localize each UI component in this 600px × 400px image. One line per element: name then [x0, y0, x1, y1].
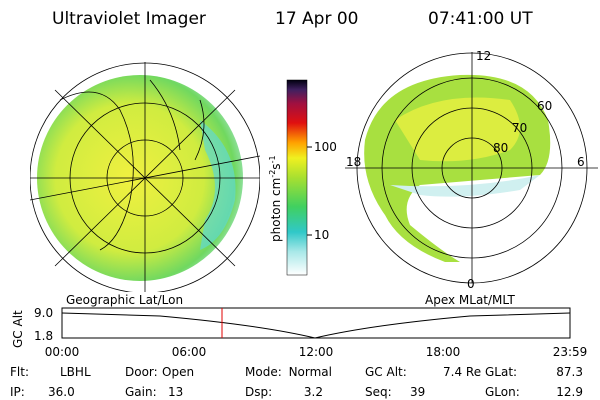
lat-label: 80 [493, 141, 508, 155]
unit-exp: -1 [268, 155, 277, 163]
mlt-label: 18 [346, 155, 361, 169]
field-value: 87.3 [556, 365, 583, 379]
auroral-edge [390, 175, 540, 197]
timeline-x-label: 00:00 [45, 345, 80, 359]
altitude-curve [61, 312, 571, 339]
colorbar-scale [286, 79, 308, 276]
colorbar-label: photon cm-2s-1 [268, 155, 283, 242]
field-value: 12.9 [556, 385, 583, 399]
timeline-y-label: 9.0 [34, 306, 53, 320]
colorbar-tick-label: 100 [314, 140, 337, 154]
unit: s [269, 163, 283, 169]
colorbar: 100 10 photon cm-2s-1 [268, 79, 337, 276]
colorbar-tick-label: 10 [314, 228, 329, 242]
field-value: 13 [168, 385, 183, 399]
timeline-box [61, 307, 571, 339]
lat-label: 60 [537, 99, 552, 113]
field-label: GLat: [485, 365, 517, 379]
timeline-x-label: 12:00 [299, 345, 334, 359]
polar-image: 12 18 6 0 60 70 80 [345, 49, 598, 291]
title: Ultraviolet Imager [52, 9, 206, 29]
field-label: Seq: [365, 385, 392, 399]
field-value: Open [162, 365, 194, 379]
header: Ultraviolet Imager 17 Apr 00 07:41:00 UT [52, 9, 533, 29]
mlt-label: 0 [467, 277, 475, 291]
field-label: Mode: [245, 365, 282, 379]
time: 07:41:00 UT [428, 9, 533, 29]
mlt-label: 6 [577, 155, 585, 169]
mlt-label: 12 [476, 49, 491, 63]
timeline-x-label: 18:00 [426, 345, 461, 359]
footer: Flt: LBHL Door: Open Mode: Normal GC Alt: 7.4 R… [10, 365, 583, 399]
field-value: LBHL [60, 365, 91, 379]
timeline: GC Alt 9.0 1.8 00:00 06:00 12:00 18:00 2… [11, 306, 587, 359]
polar-grid [345, 52, 598, 284]
field-label: GC Alt: [365, 365, 407, 379]
field-label: Flt: [10, 365, 29, 379]
field-label: IP: [10, 385, 25, 399]
field-value: 3.2 [304, 385, 323, 399]
field-value: 7.4 Re [443, 365, 481, 379]
date: 17 Apr 00 [275, 9, 358, 29]
timeline-x-label: 23:59 [553, 345, 588, 359]
field-value: 36.0 [48, 385, 75, 399]
timeline-y-label: 1.8 [34, 329, 53, 343]
field-label: Door: [125, 365, 158, 379]
field-label: Dsp: [245, 385, 272, 399]
unit-exp: -2 [268, 170, 277, 178]
geo-image [30, 62, 260, 292]
field-label: GLon: [485, 385, 520, 399]
polar-caption: Apex MLat/MLT [425, 293, 515, 307]
field-value: Normal [289, 365, 332, 379]
field-value: 39 [410, 385, 425, 399]
geo-grid [30, 62, 260, 292]
lat-label: 70 [512, 121, 527, 135]
unit: photon cm [269, 178, 283, 242]
auroral-core [395, 97, 520, 162]
timeline-x-label: 06:00 [172, 345, 207, 359]
geo-caption: Geographic Lat/Lon [66, 293, 183, 307]
field-label: Gain: [125, 385, 157, 399]
timeline-axis-label: GC Alt [11, 310, 25, 348]
